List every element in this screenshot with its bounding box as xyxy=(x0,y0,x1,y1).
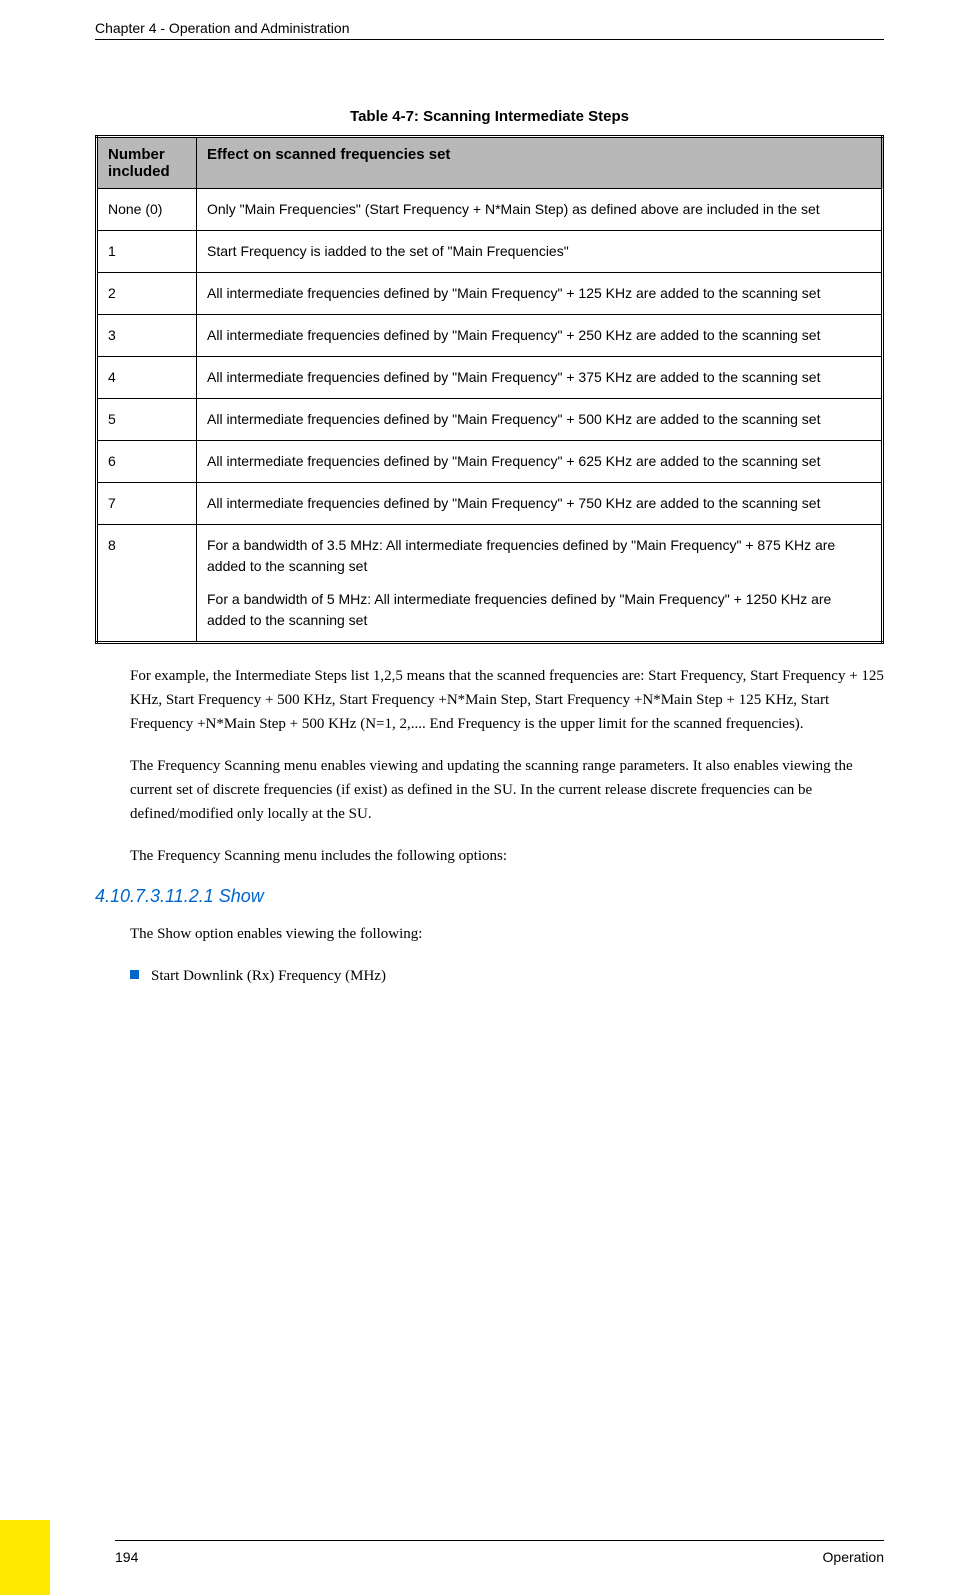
bullet-item: Start Downlink (Rx) Frequency (MHz) xyxy=(95,964,884,988)
section-heading-show: 4.10.7.3.11.2.1Show xyxy=(95,886,884,907)
table-row: 1 Start Frequency is iadded to the set o… xyxy=(97,231,883,273)
table-cell-effect: Start Frequency is iadded to the set of … xyxy=(197,231,883,273)
yellow-corner-accent xyxy=(0,1520,50,1595)
table-header-effect: Effect on scanned frequencies set xyxy=(197,137,883,189)
table-cell-effect: All intermediate frequencies defined by … xyxy=(197,315,883,357)
footer-label: Operation xyxy=(823,1549,884,1565)
table-header-number: Number included xyxy=(97,137,197,189)
table-cell-effect: All intermediate frequencies defined by … xyxy=(197,483,883,525)
table-row: 5 All intermediate frequencies defined b… xyxy=(97,399,883,441)
table-cell-num: 4 xyxy=(97,357,197,399)
table-cell-num: 5 xyxy=(97,399,197,441)
table-cell-num: 1 xyxy=(97,231,197,273)
table-cell-num: 6 xyxy=(97,441,197,483)
footer-divider xyxy=(115,1540,884,1541)
section-title: Show xyxy=(219,886,264,906)
table-cell-num: 7 xyxy=(97,483,197,525)
table-cell-effect-part1: For a bandwidth of 3.5 MHz: All intermed… xyxy=(207,535,871,577)
table-row: 2 All intermediate frequencies defined b… xyxy=(97,273,883,315)
table-row: 7 All intermediate frequencies defined b… xyxy=(97,483,883,525)
chapter-title: Chapter 4 - Operation and Administration xyxy=(95,20,349,36)
table-cell-effect: All intermediate frequencies defined by … xyxy=(197,273,883,315)
table-row: 6 All intermediate frequencies defined b… xyxy=(97,441,883,483)
table-cell-effect: For a bandwidth of 3.5 MHz: All intermed… xyxy=(197,525,883,643)
table-cell-effect: All intermediate frequencies defined by … xyxy=(197,357,883,399)
table-cell-effect: All intermediate frequencies defined by … xyxy=(197,399,883,441)
chapter-header: Chapter 4 - Operation and Administration xyxy=(95,20,884,48)
table-cell-num: 3 xyxy=(97,315,197,357)
section-number: 4.10.7.3.11.2.1 xyxy=(95,886,214,906)
paragraph-menu-description: The Frequency Scanning menu enables view… xyxy=(95,754,884,826)
paragraph-menu-options: The Frequency Scanning menu includes the… xyxy=(95,844,884,868)
footer: 194 Operation xyxy=(0,1540,979,1565)
table-caption: Table 4-7: Scanning Intermediate Steps xyxy=(95,108,884,125)
table-cell-num: None (0) xyxy=(97,189,197,231)
table-row: None (0) Only "Main Frequencies" (Start … xyxy=(97,189,883,231)
bullet-text: Start Downlink (Rx) Frequency (MHz) xyxy=(151,964,386,988)
scanning-steps-table: Number included Effect on scanned freque… xyxy=(95,135,884,644)
section-intro-text: The Show option enables viewing the foll… xyxy=(95,922,884,946)
page-number: 194 xyxy=(115,1549,138,1565)
table-row: 3 All intermediate frequencies defined b… xyxy=(97,315,883,357)
bullet-square-icon xyxy=(130,970,139,979)
table-cell-effect-part2: For a bandwidth of 5 MHz: All intermedia… xyxy=(207,589,871,631)
table-row: 4 All intermediate frequencies defined b… xyxy=(97,357,883,399)
header-divider xyxy=(95,39,884,40)
table-cell-effect: All intermediate frequencies defined by … xyxy=(197,441,883,483)
footer-content: 194 Operation xyxy=(60,1549,884,1565)
table-row: 8 For a bandwidth of 3.5 MHz: All interm… xyxy=(97,525,883,643)
table-cell-num: 2 xyxy=(97,273,197,315)
table-cell-num: 8 xyxy=(97,525,197,643)
table-cell-effect: Only "Main Frequencies" (Start Frequency… xyxy=(197,189,883,231)
paragraph-example: For example, the Intermediate Steps list… xyxy=(95,664,884,736)
